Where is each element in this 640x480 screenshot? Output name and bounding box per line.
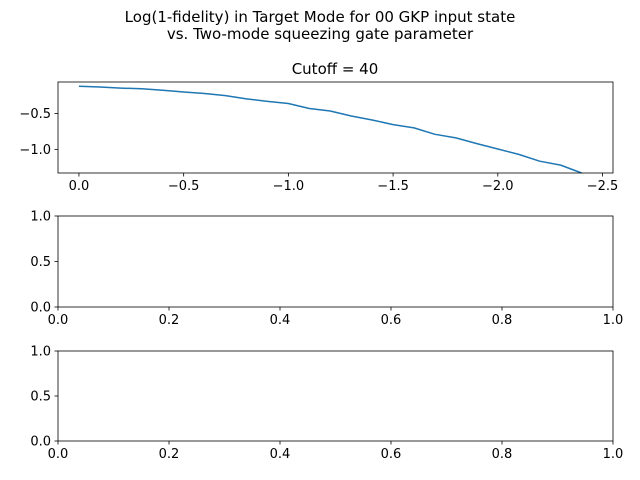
x-tick-label: −2.5 bbox=[587, 179, 619, 194]
x-tick-label: 0.0 bbox=[48, 447, 69, 462]
y-tick-label: 1.0 bbox=[30, 210, 51, 225]
y-tick-label: 0.0 bbox=[30, 435, 51, 450]
y-tick-label: 0.5 bbox=[30, 390, 51, 405]
axes-frame bbox=[57, 350, 614, 442]
axes-frame bbox=[57, 215, 614, 308]
x-tick-label: 0.6 bbox=[381, 447, 402, 462]
subplot-top: Cutoff = 40 0.0 −0.5 −1.0 −1.5 −2.0 −2.5 −0.5 −… bbox=[19, 60, 618, 194]
x-tick-label: 1.0 bbox=[603, 447, 624, 462]
x-tick-label: 0.2 bbox=[159, 313, 180, 328]
x-tick-label: 1.0 bbox=[603, 313, 624, 328]
x-tick-label: −1.0 bbox=[273, 179, 305, 194]
x-tick-label: 0.4 bbox=[270, 313, 291, 328]
y-tick-label: 1.0 bbox=[30, 345, 51, 360]
subplot-top-title: Cutoff = 40 bbox=[292, 60, 379, 78]
subplot-middle: 0.0 0.2 0.4 0.6 0.8 1.0 0.0 0.5 1.0 bbox=[30, 210, 623, 329]
x-tick-label: 0.0 bbox=[69, 179, 90, 194]
x-tick-label: 0.0 bbox=[48, 313, 69, 328]
x-tick-label: 0.2 bbox=[159, 447, 180, 462]
y-tick-label: −0.5 bbox=[19, 107, 51, 122]
x-tick-label: −0.5 bbox=[168, 179, 200, 194]
y-tick-label: 0.5 bbox=[30, 255, 51, 270]
subplot-bottom: 0.0 0.2 0.4 0.6 0.8 1.0 0.0 0.5 1.0 bbox=[30, 345, 623, 463]
x-tick-label: −1.5 bbox=[377, 179, 409, 194]
data-line-series-0 bbox=[78, 85, 582, 174]
figure-suptitle-line-1: Log(1-fidelity) in Target Mode for 00 GK… bbox=[124, 8, 516, 26]
figure-suptitle-line-2: vs. Two-mode squeezing gate parameter bbox=[166, 25, 474, 43]
x-tick-label: −2.0 bbox=[482, 179, 514, 194]
x-tick-label: 0.6 bbox=[381, 313, 402, 328]
y-tick-label: −1.0 bbox=[19, 143, 51, 158]
x-tick-label: 0.4 bbox=[270, 447, 291, 462]
y-tick-label: 0.0 bbox=[30, 301, 51, 316]
x-tick-label: 0.8 bbox=[492, 313, 513, 328]
axes-frame bbox=[57, 81, 614, 174]
x-tick-label: 0.8 bbox=[492, 447, 513, 462]
